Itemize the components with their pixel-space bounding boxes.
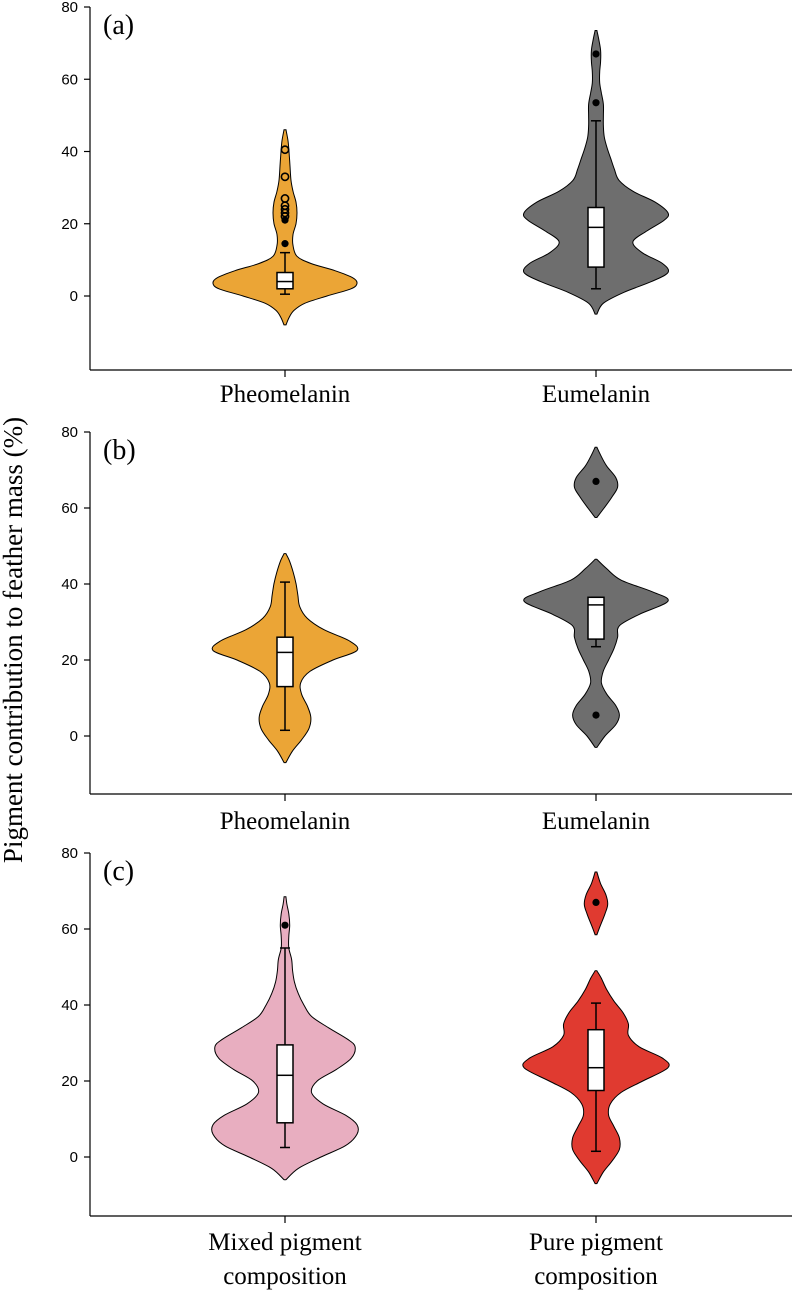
violin-group-2	[523, 446, 669, 748]
x-tick-label: Eumelanin	[542, 808, 651, 835]
violin-group-2	[522, 871, 670, 1185]
y-tick-label: 40	[61, 144, 78, 161]
panel-label: (a)	[103, 10, 134, 41]
y-tick-label: 40	[61, 997, 78, 1014]
outlier-open	[280, 145, 290, 155]
outlier-filled	[592, 477, 600, 485]
violin-body	[523, 558, 669, 748]
panel-3: 0 20 40 60 80 (c) Mixed pigment composition Pure…	[61, 845, 792, 1290]
panel-2: 0 20 40 60 80 (b) Pheomelanin Eumelanin	[61, 424, 792, 835]
y-tick-label: 20	[61, 652, 78, 669]
panels: 0 20 40 60 80 (a) Pheomelanin Eumelanin 0 20 40 60 8…	[61, 0, 792, 1290]
y-tick-label: 60	[61, 921, 78, 938]
outlier-open	[280, 204, 290, 214]
x-tick-label: Mixed pigment	[208, 1229, 362, 1256]
y-tick-label: 20	[61, 1073, 78, 1090]
outlier-filled	[281, 921, 289, 929]
box-iqr	[276, 271, 294, 290]
x-tick-label: Pure pigment	[529, 1229, 663, 1256]
violin-group-1	[211, 896, 359, 1181]
y-tick-label: 20	[61, 216, 78, 233]
panel-label: (c)	[103, 856, 134, 887]
x-tick-label: Eumelanin	[542, 381, 651, 408]
violin-group-2	[522, 30, 670, 315]
y-tick-label: 80	[61, 845, 78, 862]
violin-group-1	[211, 553, 359, 764]
x-tick-label: composition	[223, 1263, 347, 1290]
y-tick-label: 40	[61, 576, 78, 593]
outlier-filled	[592, 898, 600, 907]
panel-label: (b)	[103, 435, 136, 466]
violin-body	[212, 129, 358, 326]
outlier-filled	[592, 711, 600, 719]
panel-1: 0 20 40 60 80 (a) Pheomelanin Eumelanin	[61, 0, 792, 408]
outlier-open	[280, 194, 290, 203]
box-iqr	[276, 1044, 294, 1124]
y-tick-label: 80	[61, 424, 78, 441]
y-tick-label: 0	[70, 1149, 78, 1166]
y-tick-label: 0	[70, 288, 78, 305]
x-tick-label: Pheomelanin	[220, 808, 351, 835]
outlier-filled	[281, 240, 289, 248]
y-tick-label: 0	[70, 728, 78, 745]
outlier-filled	[592, 99, 600, 107]
box-iqr	[587, 1028, 605, 1092]
outlier-open	[280, 172, 290, 182]
y-axis-label: Pigment contribution to feather mass (%)	[0, 417, 28, 863]
box-iqr	[587, 206, 605, 268]
violin-group-1	[212, 129, 358, 326]
outlier-filled	[592, 50, 600, 58]
y-tick-label: 60	[61, 71, 78, 88]
x-tick-label: Pheomelanin	[220, 381, 351, 408]
box-iqr	[587, 596, 605, 640]
y-tick-label: 60	[61, 500, 78, 517]
outlier-filled	[281, 216, 289, 224]
x-tick-label: composition	[534, 1263, 658, 1290]
box-iqr	[276, 636, 294, 688]
y-tick-label: 80	[61, 0, 78, 16]
